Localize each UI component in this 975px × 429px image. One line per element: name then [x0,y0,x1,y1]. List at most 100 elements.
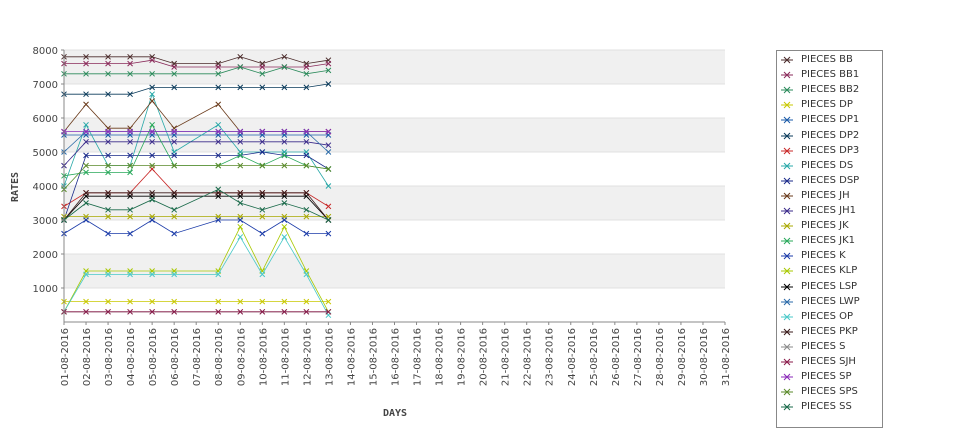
data-point [83,128,89,135]
legend-item: PIECES JK1 [777,234,882,248]
data-point [127,213,133,220]
legend-label: PIECES PKP [801,325,858,337]
data-point [303,70,310,77]
legend-label: PIECES DS [801,159,854,171]
data-point [83,308,89,315]
data-point [281,152,288,159]
legend-label: PIECES JH1 [801,205,856,216]
data-point [303,128,310,135]
data-point [281,53,288,60]
data-point [105,70,111,77]
data-point [259,230,266,237]
data-point [259,213,266,220]
legend-item: PIECES SJH [777,355,882,369]
data-point [215,298,222,305]
y-tick-label: 7000 [33,80,58,91]
data-point [127,298,133,305]
x-tick-label: 16-08-2016 [391,328,402,386]
x-tick-label: 06-08-2016 [170,328,181,386]
data-point [105,213,111,220]
x-tick-label: 19-08-2016 [457,328,468,386]
data-point [83,169,89,176]
series-line [63,165,329,190]
data-point [303,152,310,159]
data-point [149,162,155,169]
series-line [64,83,329,95]
series-line [63,141,329,166]
legend-label: PIECES K [801,250,846,262]
data-point [215,138,222,145]
data-point [127,189,133,196]
data-point [105,91,111,98]
axes [61,49,726,325]
x-tick-label: 01-08-2016 [60,328,71,386]
legend-marker-icon [781,162,793,170]
data-point [237,200,244,206]
legend-item: PIECES KLP [777,264,882,278]
legend-item: PIECES SS [777,400,882,414]
data-point [259,308,266,315]
series-line [63,236,329,316]
legend-marker-icon [781,268,793,275]
data-point [237,152,244,159]
legend-label: PIECES KLP [801,265,858,277]
series-pieces-bb2 [61,64,332,77]
legend-item: PIECES JH1 [777,204,882,218]
legend-label: PIECES SP [801,371,852,383]
y-tick-label: 6000 [33,114,58,125]
data-point [105,230,111,237]
data-point [149,84,155,91]
data-point [83,60,89,67]
x-axis-label: DAYS [383,408,407,419]
data-point [237,217,244,223]
legend-marker-icon [781,147,793,154]
data-point [237,308,244,315]
series-line [63,192,329,221]
data-point [237,84,244,91]
legend-item: PIECES JK [777,219,882,233]
data-point [105,169,111,176]
y-tick-label: 5000 [33,148,58,159]
data-point [83,271,89,278]
legend-marker-icon [781,298,793,305]
x-tick-label: 29-08-2016 [677,328,688,386]
data-point [171,298,178,305]
y-tick-labels: 1000 2000 3000 4000 5000 6000 7000 8000 [33,46,58,295]
data-point [281,298,288,305]
x-tick-label: 31-08-2016 [721,328,732,386]
legend-label: PIECES SPS [801,386,858,398]
data-point [83,298,89,305]
x-tick-label: 10-08-2016 [258,328,269,386]
plot-band [64,186,725,220]
data-point [303,213,310,220]
legend-item: PIECES BB1 [777,68,882,82]
data-point [259,162,266,169]
data-point [325,142,332,149]
data-point [105,271,111,278]
data-point [281,217,288,223]
data-point [105,53,111,60]
y-tick-label: 8000 [33,46,58,57]
data-point [237,298,244,305]
data-point [281,138,288,145]
data-point [215,217,222,223]
data-point [149,308,155,315]
series-layer [61,53,332,319]
legend-label: PIECES DP2 [801,129,860,141]
data-point [281,200,288,206]
series-pieces-ss [61,186,332,223]
data-point [149,217,155,223]
legend-label: PIECES SS [801,401,852,413]
data-point [105,162,111,169]
data-point [127,138,133,145]
legend-label: PIECES SJH [801,356,856,367]
data-point [215,308,222,315]
legend-item: PIECES DSP [777,174,882,188]
x-tick-label: 12-08-2016 [302,328,313,386]
data-point [259,84,266,91]
data-point [281,64,288,70]
legend-marker-icon [781,343,793,351]
legend-label: PIECES JH [801,189,850,201]
data-point [171,213,178,220]
legend-label: PIECES BB1 [801,69,860,81]
